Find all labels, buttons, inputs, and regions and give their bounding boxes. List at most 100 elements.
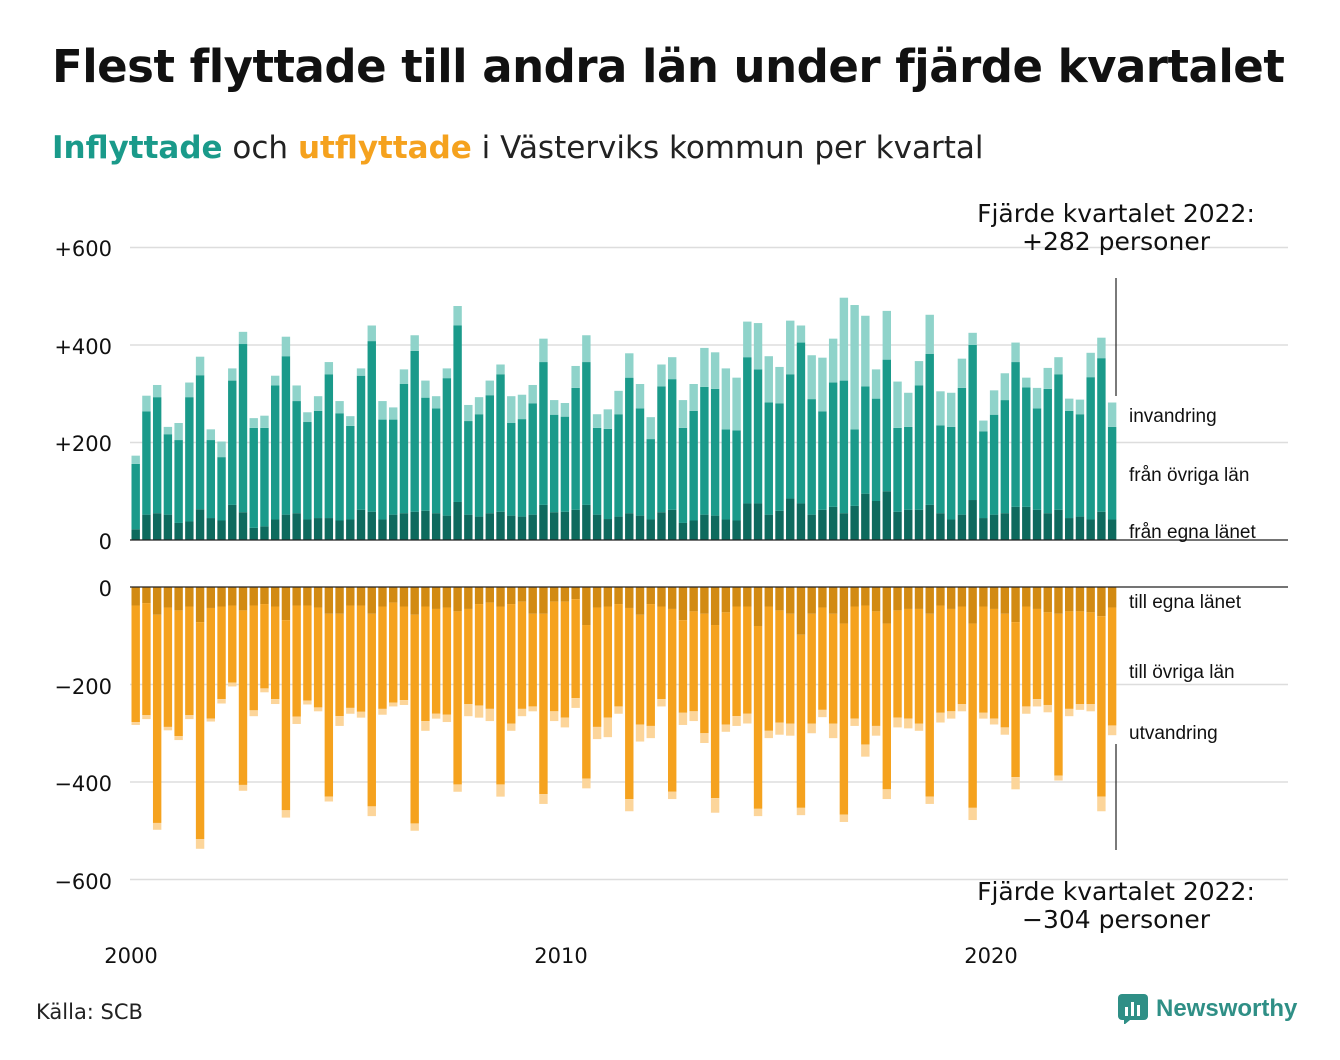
bar-out-emig <box>710 798 720 813</box>
bar-out-other <box>721 612 731 725</box>
bar-in-immig <box>560 403 570 417</box>
series-label-till-egna-lanet: till egna länet <box>1129 592 1242 613</box>
bar-out-other <box>528 613 537 707</box>
bar-in-other <box>1054 374 1063 510</box>
bar-out-own <box>904 587 913 609</box>
bar-in-other <box>818 411 827 510</box>
bar-out-emig <box>1086 704 1095 712</box>
bar-in-other <box>753 369 763 504</box>
bar-in-immig <box>625 353 634 378</box>
bar-in-immig <box>635 384 645 409</box>
bar-in-other <box>1022 387 1031 507</box>
bar-in-other <box>1043 388 1052 514</box>
bar-out-other <box>710 625 720 799</box>
bar-out-other <box>850 606 859 719</box>
bar-out-other <box>614 604 623 707</box>
bar-out-other <box>399 606 409 701</box>
bar-out-own <box>378 587 387 607</box>
bar-in-own <box>238 512 248 540</box>
bar-in-other <box>625 377 634 514</box>
bar-in-own <box>260 526 269 540</box>
bar-in-own <box>936 513 945 540</box>
bar-out-own <box>238 587 248 611</box>
bar-out-other <box>946 608 956 712</box>
bar-in-other <box>346 425 355 520</box>
bar-out-own <box>743 587 752 607</box>
bar-out-other <box>603 606 613 718</box>
bar-in-other <box>410 350 419 512</box>
bar-out-emig <box>904 718 913 729</box>
bar-in-own <box>914 509 924 540</box>
bar-in-own <box>507 515 516 541</box>
bar-out-other <box>303 605 312 701</box>
bar-out-other <box>828 613 838 724</box>
bar-out-emig <box>592 726 602 740</box>
bar-out-own <box>228 587 237 606</box>
bar-in-own <box>1097 511 1106 540</box>
bar-in-own <box>979 518 988 540</box>
bar-in-own <box>603 519 613 540</box>
bar-out-emig <box>871 725 881 736</box>
bar-out-own <box>893 587 902 611</box>
bar-out-emig <box>464 704 473 717</box>
newsworthy-logo[interactable]: Newsworthy <box>1118 994 1297 1024</box>
subtitle-connector: och <box>232 130 289 166</box>
bar-in-other <box>185 397 194 522</box>
bar-out-emig <box>346 707 355 714</box>
bar-out-own <box>786 587 795 614</box>
bar-out-own <box>431 587 441 609</box>
bar-out-own <box>335 587 344 614</box>
bar-out-emig <box>828 723 838 739</box>
bar-in-immig <box>152 384 162 398</box>
bar-out-own <box>324 587 334 614</box>
bar-out-other <box>936 605 945 713</box>
bar-in-immig <box>238 331 248 345</box>
bar-out-own <box>592 587 602 608</box>
series-label-utvandring: utvandring <box>1129 723 1218 744</box>
bar-in-immig <box>603 409 613 429</box>
bar-out-own <box>303 587 312 606</box>
bar-in-immig <box>260 415 269 428</box>
bar-in-own <box>1054 509 1063 540</box>
bar-in-other <box>549 414 559 513</box>
bar-out-emig <box>228 682 237 687</box>
bar-out-other <box>1107 607 1117 726</box>
bar-in-other <box>292 401 301 514</box>
bar-in-immig <box>861 315 870 387</box>
bar-out-emig <box>861 744 870 757</box>
bar-out-emig <box>850 718 859 726</box>
bar-in-immig <box>592 414 602 428</box>
bar-in-own <box>324 518 334 540</box>
bar-out-own <box>410 587 419 615</box>
bar-out-other <box>592 607 602 727</box>
annotation-bottom-line1: Fjärde kvartalet 2022: <box>977 877 1255 906</box>
bar-in-immig <box>571 365 580 388</box>
bar-out-emig <box>603 717 613 738</box>
bar-in-immig <box>324 362 334 375</box>
bar-out-own <box>560 587 570 602</box>
bar-out-emig <box>356 711 366 718</box>
bar-in-own <box>560 511 570 540</box>
bar-in-other <box>603 428 613 520</box>
bar-out-other <box>292 605 301 717</box>
bar-out-emig <box>281 810 291 818</box>
bar-in-own <box>549 512 559 540</box>
bar-in-own <box>571 509 580 540</box>
series-label-till-ovriga-lan: till övriga län <box>1129 662 1235 683</box>
bar-in-other <box>1086 377 1095 520</box>
bar-out-emig <box>270 699 280 705</box>
bar-out-emig <box>142 715 151 720</box>
bar-out-other <box>485 602 494 709</box>
bar-in-own <box>871 501 881 540</box>
bar-in-immig <box>270 375 280 386</box>
bar-out-own <box>346 587 355 606</box>
bar-out-own <box>721 587 731 613</box>
newsworthy-logo-icon <box>1118 994 1148 1024</box>
series-label-fran-egna-lanet: från egna länet <box>1129 522 1256 543</box>
bar-in-own <box>893 511 902 540</box>
bar-out-other <box>238 610 248 785</box>
bar-in-immig <box>968 332 977 345</box>
bar-in-own <box>625 513 634 540</box>
bar-in-immig <box>850 305 859 430</box>
bar-in-own <box>796 503 806 540</box>
